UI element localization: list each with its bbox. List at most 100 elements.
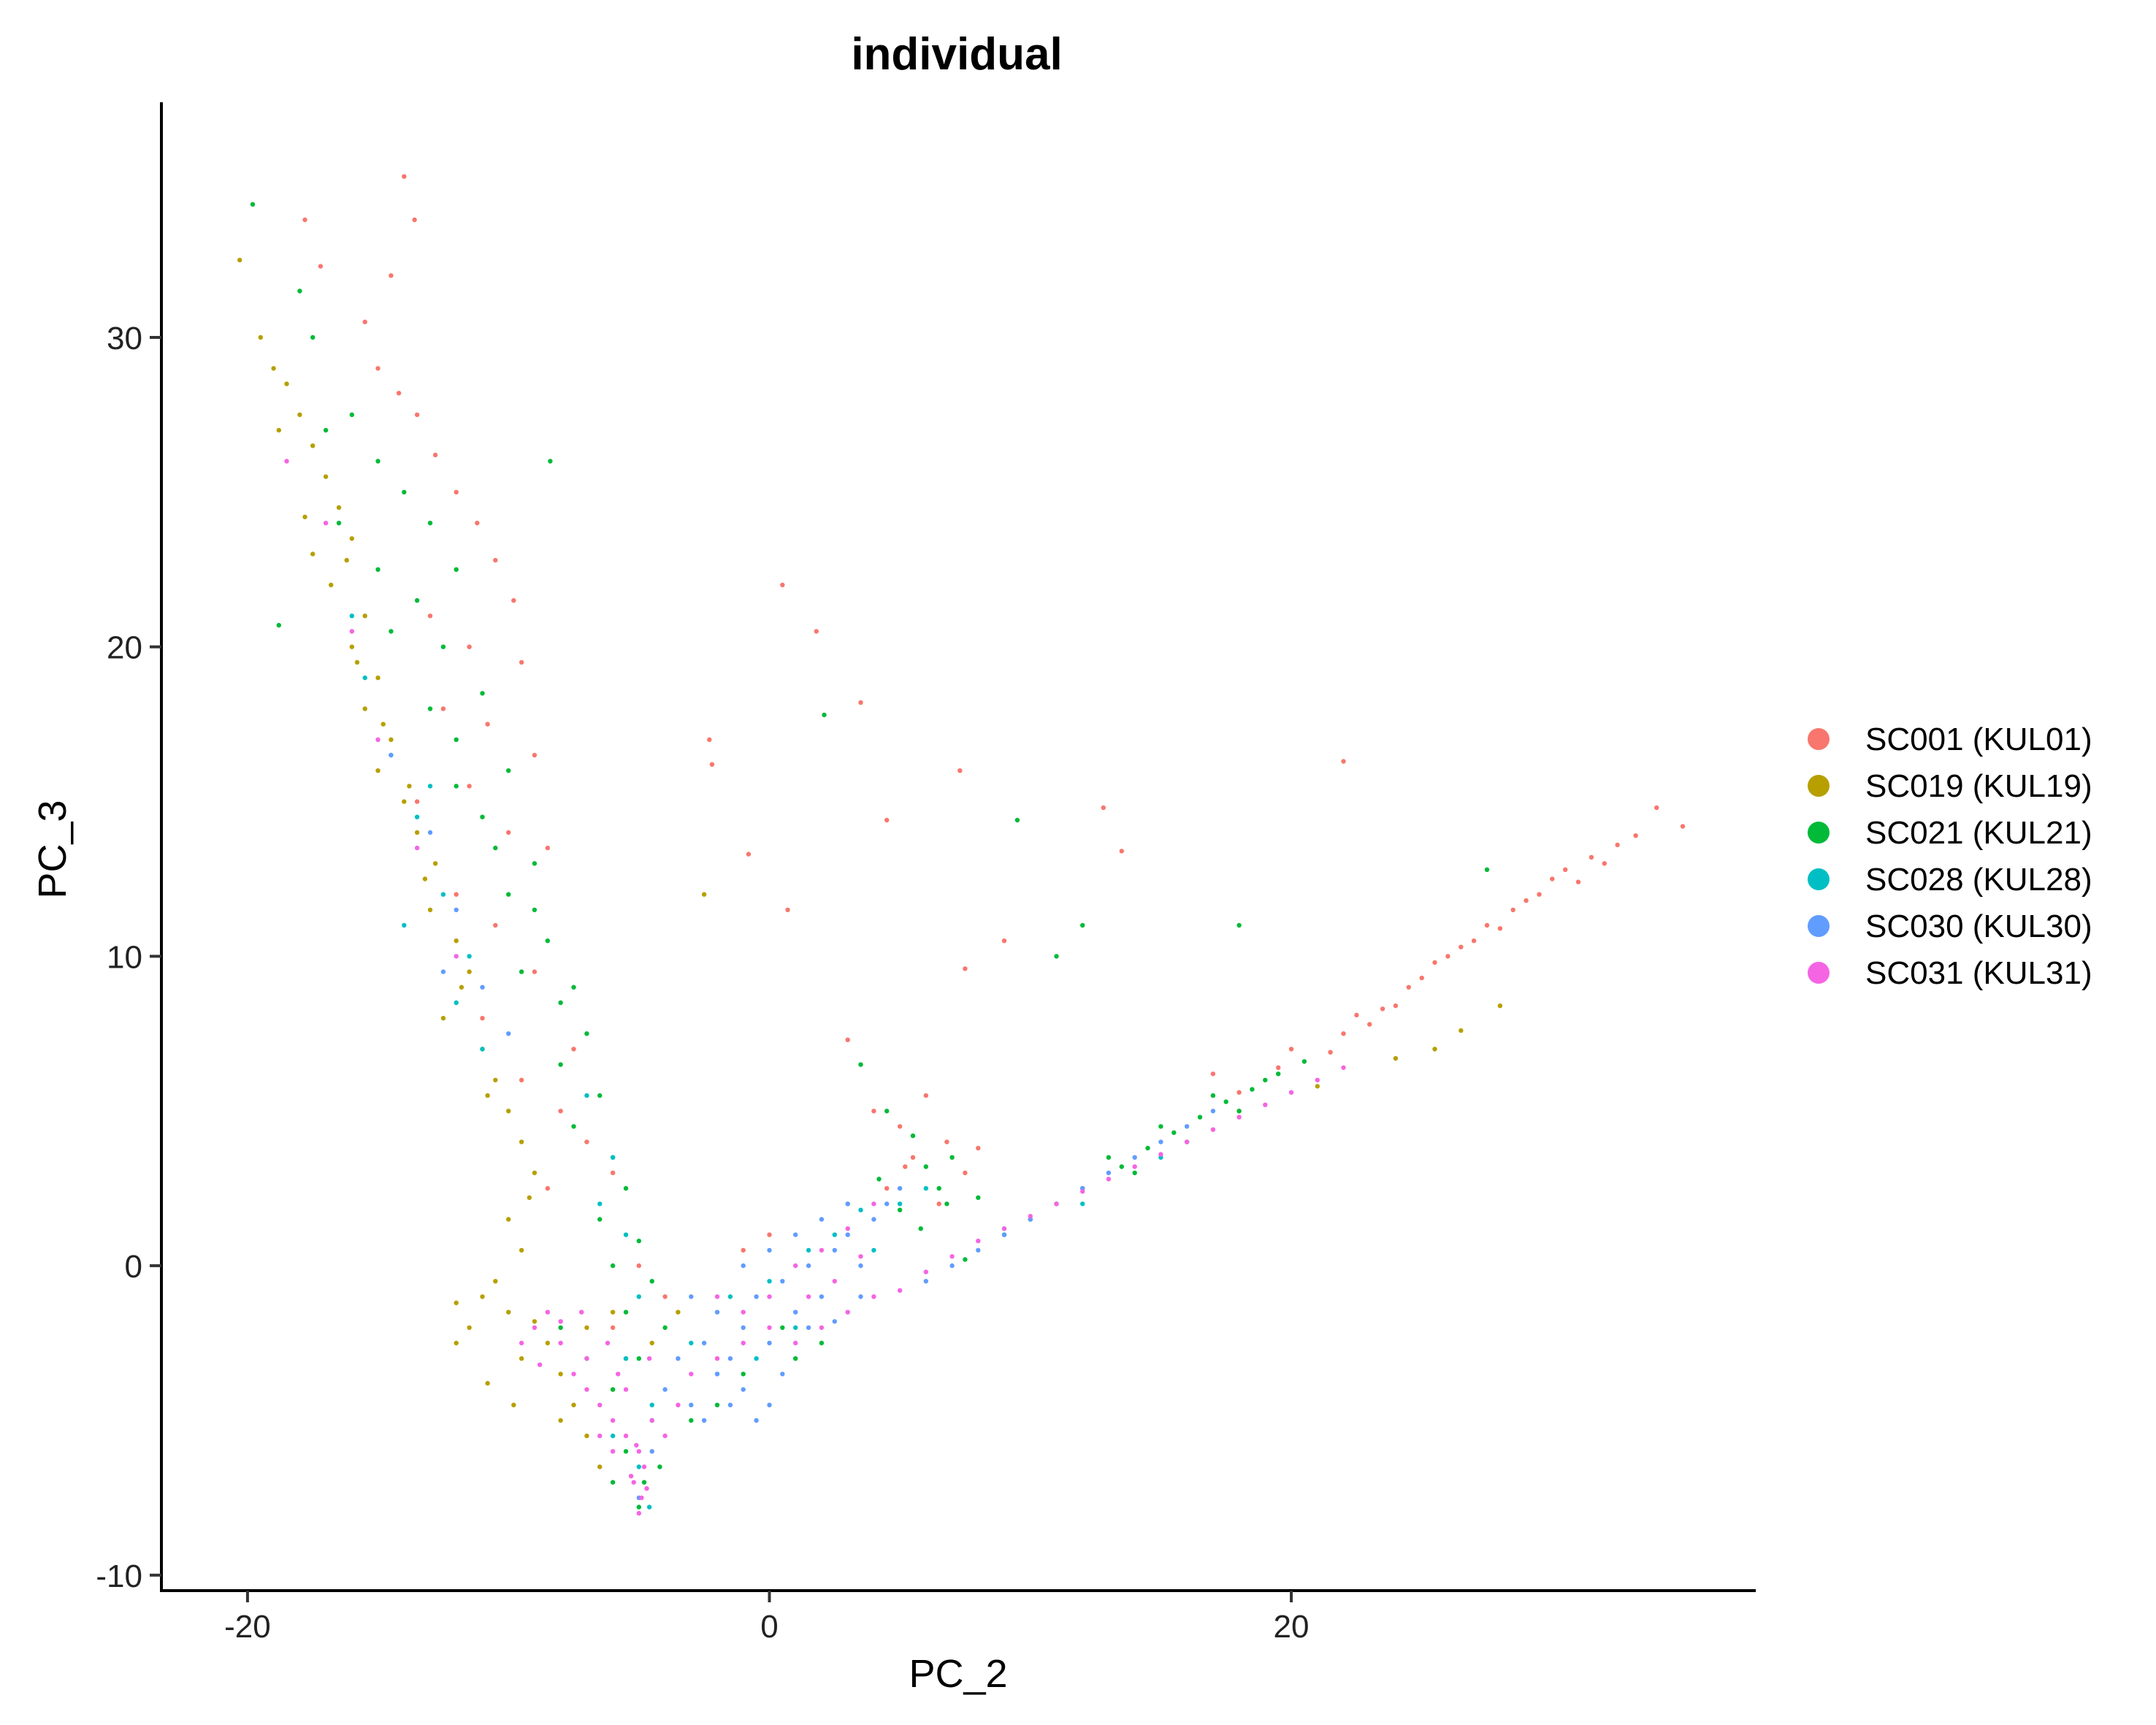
data-point bbox=[493, 557, 498, 563]
data-point bbox=[1633, 833, 1638, 838]
data-point bbox=[963, 1170, 968, 1176]
data-point bbox=[910, 1133, 916, 1139]
data-point bbox=[1328, 1049, 1333, 1055]
data-point bbox=[689, 1340, 694, 1346]
data-point bbox=[884, 1109, 890, 1114]
data-point bbox=[610, 1433, 616, 1439]
data-point bbox=[806, 1247, 811, 1253]
data-point bbox=[806, 1263, 811, 1269]
data-point bbox=[432, 861, 438, 866]
data-point bbox=[884, 1186, 890, 1191]
data-point bbox=[623, 1232, 629, 1237]
data-point bbox=[519, 1247, 524, 1253]
data-point bbox=[623, 1387, 629, 1392]
data-point bbox=[1145, 1145, 1150, 1151]
data-point bbox=[727, 1294, 733, 1299]
data-point bbox=[584, 1433, 589, 1439]
data-point bbox=[1106, 1155, 1112, 1160]
data-point bbox=[649, 1402, 654, 1408]
data-point bbox=[362, 675, 367, 681]
data-point bbox=[584, 1139, 589, 1144]
data-point bbox=[1236, 1114, 1242, 1120]
data-point bbox=[1445, 954, 1450, 959]
data-point bbox=[1393, 1003, 1399, 1009]
data-point bbox=[349, 644, 354, 649]
data-point bbox=[454, 567, 459, 572]
data-point bbox=[949, 1155, 955, 1160]
data-point bbox=[276, 622, 281, 628]
data-point bbox=[1158, 1139, 1163, 1144]
data-point bbox=[284, 459, 289, 464]
data-point bbox=[459, 984, 465, 990]
data-point bbox=[1184, 1124, 1190, 1129]
data-point bbox=[1210, 1109, 1216, 1114]
data-point bbox=[845, 1309, 850, 1315]
legend-key bbox=[1808, 728, 1830, 750]
data-point bbox=[871, 1294, 876, 1299]
data-point bbox=[793, 1263, 798, 1269]
data-point bbox=[506, 768, 511, 773]
data-point bbox=[1001, 938, 1007, 944]
data-point bbox=[485, 722, 490, 727]
data-point bbox=[876, 1177, 882, 1182]
data-point bbox=[454, 1000, 459, 1006]
data-point bbox=[646, 1504, 652, 1510]
data-point bbox=[511, 1402, 516, 1408]
data-point bbox=[1210, 1127, 1216, 1132]
data-point bbox=[349, 412, 354, 418]
data-point bbox=[1158, 1124, 1163, 1129]
data-point bbox=[707, 737, 712, 742]
data-point bbox=[545, 1309, 550, 1315]
data-point bbox=[845, 1037, 850, 1043]
data-point bbox=[871, 1247, 876, 1253]
data-point bbox=[963, 1257, 968, 1262]
data-point bbox=[636, 1464, 641, 1469]
data-point bbox=[454, 489, 459, 495]
data-point bbox=[767, 1340, 772, 1346]
data-point bbox=[1080, 922, 1085, 928]
data-point bbox=[558, 1340, 563, 1346]
data-point bbox=[832, 1319, 838, 1324]
data-point bbox=[558, 1000, 563, 1006]
data-point bbox=[897, 1186, 903, 1191]
data-point bbox=[323, 427, 329, 433]
data-point bbox=[623, 1433, 629, 1439]
data-point bbox=[427, 907, 433, 913]
data-point bbox=[1602, 861, 1607, 866]
data-point bbox=[741, 1263, 746, 1269]
data-point bbox=[976, 1239, 981, 1244]
data-point bbox=[949, 1263, 955, 1269]
data-point bbox=[610, 1155, 616, 1160]
data-point bbox=[636, 1294, 641, 1299]
legend-label: SC021 (KUL21) bbox=[1865, 815, 2092, 851]
data-point bbox=[923, 1093, 929, 1098]
data-point bbox=[884, 1201, 890, 1206]
x-tick-label: 20 bbox=[1274, 1609, 1310, 1645]
data-point bbox=[858, 1207, 863, 1213]
data-point bbox=[871, 1201, 876, 1206]
data-point bbox=[558, 1325, 563, 1331]
data-point bbox=[767, 1402, 772, 1408]
data-point bbox=[237, 257, 242, 263]
data-point bbox=[519, 1340, 524, 1346]
data-point bbox=[780, 1372, 785, 1377]
data-point bbox=[354, 659, 360, 665]
data-point bbox=[741, 1309, 746, 1315]
data-point bbox=[636, 1356, 641, 1361]
data-point bbox=[644, 1486, 649, 1491]
data-point bbox=[597, 1402, 603, 1408]
data-point bbox=[610, 1387, 616, 1392]
y-tick-label: 30 bbox=[107, 321, 142, 356]
data-point bbox=[1276, 1065, 1281, 1071]
data-point bbox=[1432, 960, 1437, 965]
data-point bbox=[584, 1031, 589, 1036]
data-point bbox=[1419, 975, 1424, 981]
data-point bbox=[957, 768, 963, 773]
data-point bbox=[636, 1449, 641, 1454]
data-point bbox=[976, 1145, 981, 1151]
legend-key bbox=[1808, 868, 1830, 890]
data-point bbox=[493, 922, 498, 928]
data-point bbox=[584, 1093, 589, 1098]
data-point bbox=[485, 1380, 490, 1386]
